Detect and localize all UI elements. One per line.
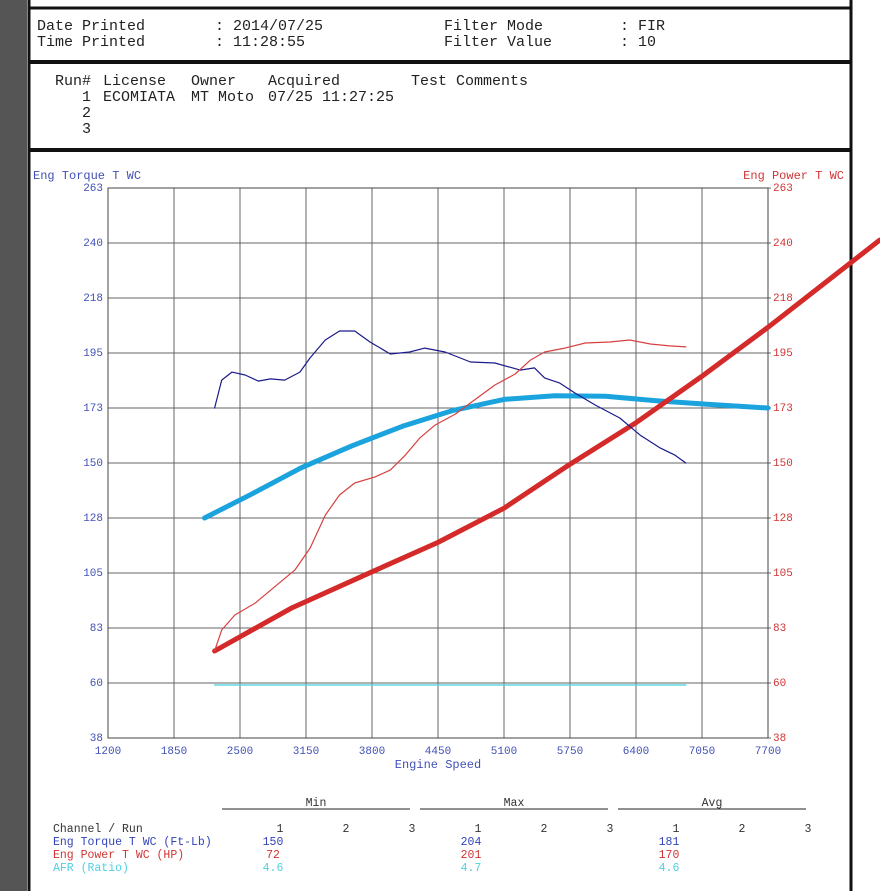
run-cell: 2 xyxy=(82,105,91,122)
x-axis-title: Engine Speed xyxy=(395,758,481,772)
x-tick-label: 7050 xyxy=(689,746,715,758)
x-tick-label: 3150 xyxy=(293,746,319,758)
side-strip xyxy=(0,0,27,891)
y2-tick-label: 105 xyxy=(773,568,793,580)
y2-tick-label: 263 xyxy=(773,183,793,195)
y-tick-label: 173 xyxy=(83,403,103,415)
run-header: 1 xyxy=(277,823,284,836)
y2-tick-label: 38 xyxy=(773,733,786,745)
channel-header: Channel / Run xyxy=(53,823,143,836)
series-line xyxy=(202,393,771,521)
run-header: 1 xyxy=(475,823,482,836)
y-tick-label: 263 xyxy=(83,183,103,195)
field-value: : 11:28:55 xyxy=(215,34,305,51)
group-header: Max xyxy=(504,797,525,810)
y2-tick-label: 195 xyxy=(773,348,793,360)
run-cell: ECOMIATA xyxy=(103,89,175,106)
y-tick-label: 195 xyxy=(83,348,103,360)
run-header: 1 xyxy=(673,823,680,836)
run-header: 3 xyxy=(409,823,416,836)
group-header: Avg xyxy=(702,797,723,810)
x-tick-label: 1850 xyxy=(161,746,187,758)
runs-table: Run# License Owner Acquired Test Comments 1 EC… xyxy=(55,73,528,138)
x-tick-label: 2500 xyxy=(227,746,253,758)
run-header: 3 xyxy=(805,823,812,836)
series-line xyxy=(214,330,687,464)
summary-value: 201 xyxy=(461,849,482,862)
run-header: 3 xyxy=(607,823,614,836)
y-tick-label: 218 xyxy=(83,293,103,305)
run-header: 2 xyxy=(739,823,746,836)
y2-tick-label: 173 xyxy=(773,403,793,415)
y-tick-label: 240 xyxy=(83,238,103,250)
field-value: : FIR xyxy=(620,18,665,35)
summary-value: 4.6 xyxy=(263,862,284,875)
summary-value: 4.6 xyxy=(659,862,680,875)
column-header: Test Comments xyxy=(411,73,528,90)
y-tick-label: 128 xyxy=(83,513,103,525)
y2-tick-label: 83 xyxy=(773,623,786,635)
run-cell: 1 xyxy=(82,89,91,106)
series-line xyxy=(214,339,687,652)
channel-name: Eng Power T WC (HP) xyxy=(53,849,184,862)
y2-tick-label: 150 xyxy=(773,458,793,470)
column-header: License xyxy=(103,73,166,90)
column-header: Run# xyxy=(55,73,91,90)
field-value: : 2014/07/25 xyxy=(215,18,323,35)
run-header: 2 xyxy=(343,823,350,836)
y2-tick-label: 218 xyxy=(773,293,793,305)
field-label: Filter Value xyxy=(444,34,552,51)
summary-value: 72 xyxy=(266,849,280,862)
channel-name: AFR (Ratio) xyxy=(53,862,129,875)
summary-value: 181 xyxy=(659,836,680,849)
field-label: Date Printed xyxy=(37,18,145,35)
x-tick-label: 3800 xyxy=(359,746,385,758)
x-tick-label: 5750 xyxy=(557,746,583,758)
y2-tick-label: 60 xyxy=(773,678,786,690)
y2-axis-title: Eng Power T WC xyxy=(743,169,844,183)
group-header: Min xyxy=(306,797,327,810)
column-header: Owner xyxy=(191,73,236,90)
run-cell: 3 xyxy=(82,121,91,138)
field-label: Filter Mode xyxy=(444,18,543,35)
summary-value: 204 xyxy=(461,836,482,849)
summary-value: 170 xyxy=(659,849,680,862)
x-tick-label: 5100 xyxy=(491,746,517,758)
column-header: Acquired xyxy=(268,73,340,90)
series-line xyxy=(212,237,880,654)
y-tick-label: 105 xyxy=(83,568,103,580)
y-tick-label: 60 xyxy=(90,678,103,690)
y-tick-label: 38 xyxy=(90,733,103,745)
summary-value: 4.7 xyxy=(461,862,482,875)
field-value: : 10 xyxy=(620,34,656,51)
y-tick-label: 83 xyxy=(90,623,103,635)
y2-tick-label: 240 xyxy=(773,238,793,250)
chart: Eng Torque T WC Eng Power T WC Engine Sp… xyxy=(33,169,880,772)
y2-tick-label: 128 xyxy=(773,513,793,525)
x-tick-label: 1200 xyxy=(95,746,121,758)
plot-frame xyxy=(107,187,769,739)
channel-name: Eng Torque T WC (Ft-Lb) xyxy=(53,836,212,849)
header: Date Printed : 2014/07/25 Time Printed : 11… xyxy=(37,18,665,51)
x-tick-label: 7700 xyxy=(755,746,781,758)
y-tick-label: 150 xyxy=(83,458,103,470)
run-cell: 07/25 11:27:25 xyxy=(268,89,394,106)
summary-value: 150 xyxy=(263,836,284,849)
y-axis-title: Eng Torque T WC xyxy=(33,169,141,183)
x-tick-label: 4450 xyxy=(425,746,451,758)
field-label: Time Printed xyxy=(37,34,145,51)
run-header: 2 xyxy=(541,823,548,836)
run-cell: MT Moto xyxy=(191,89,254,106)
x-tick-label: 6400 xyxy=(623,746,649,758)
